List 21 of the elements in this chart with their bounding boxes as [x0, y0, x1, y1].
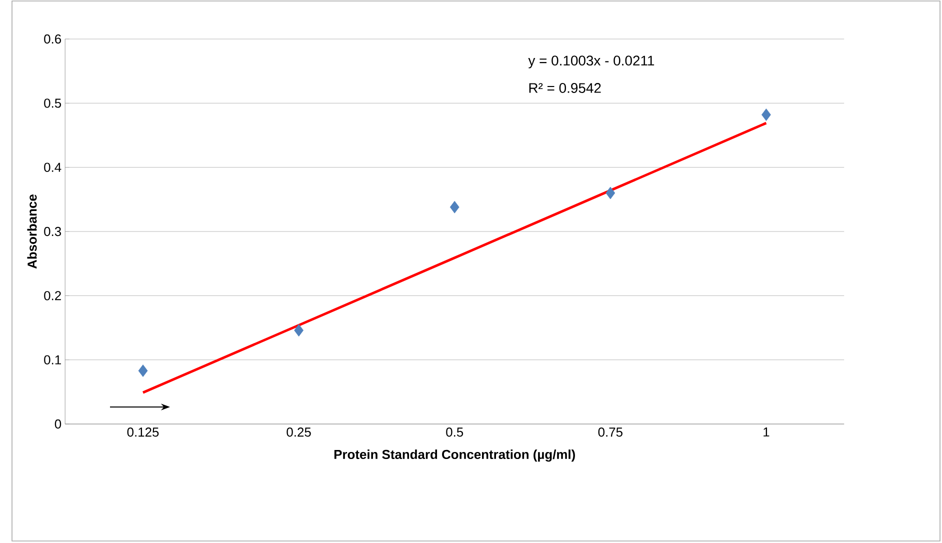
y-axis-title: Absorbance	[27, 194, 37, 269]
x-axis-title: Protein Standard Concentration (µg/ml)	[334, 450, 575, 462]
y-tick-label: 0.3	[44, 226, 62, 236]
y-tick-label: 0.2	[44, 291, 61, 300]
x-tick-label: 0.25	[286, 428, 311, 437]
point	[138, 364, 148, 377]
x-tick-label: 0.5	[446, 428, 464, 437]
annotation: R² = 0.9542	[529, 83, 601, 93]
point	[294, 324, 304, 337]
y-tick-label: 0.6	[44, 34, 62, 44]
y-tick-label: 0.4	[44, 162, 62, 172]
y-tick-label: 0	[54, 419, 62, 429]
x-tick-label: 1	[764, 428, 770, 436]
point	[450, 200, 460, 214]
x-tick-label: 0.75	[598, 428, 622, 437]
annotation: y = 0.1003x - 0.0211	[528, 56, 654, 68]
y-tick-label: 0.5	[44, 98, 62, 108]
y-tick-label: 0.1	[44, 355, 61, 364]
point	[762, 108, 771, 121]
point	[606, 186, 616, 200]
x-tick-label: 0.125	[127, 428, 159, 437]
